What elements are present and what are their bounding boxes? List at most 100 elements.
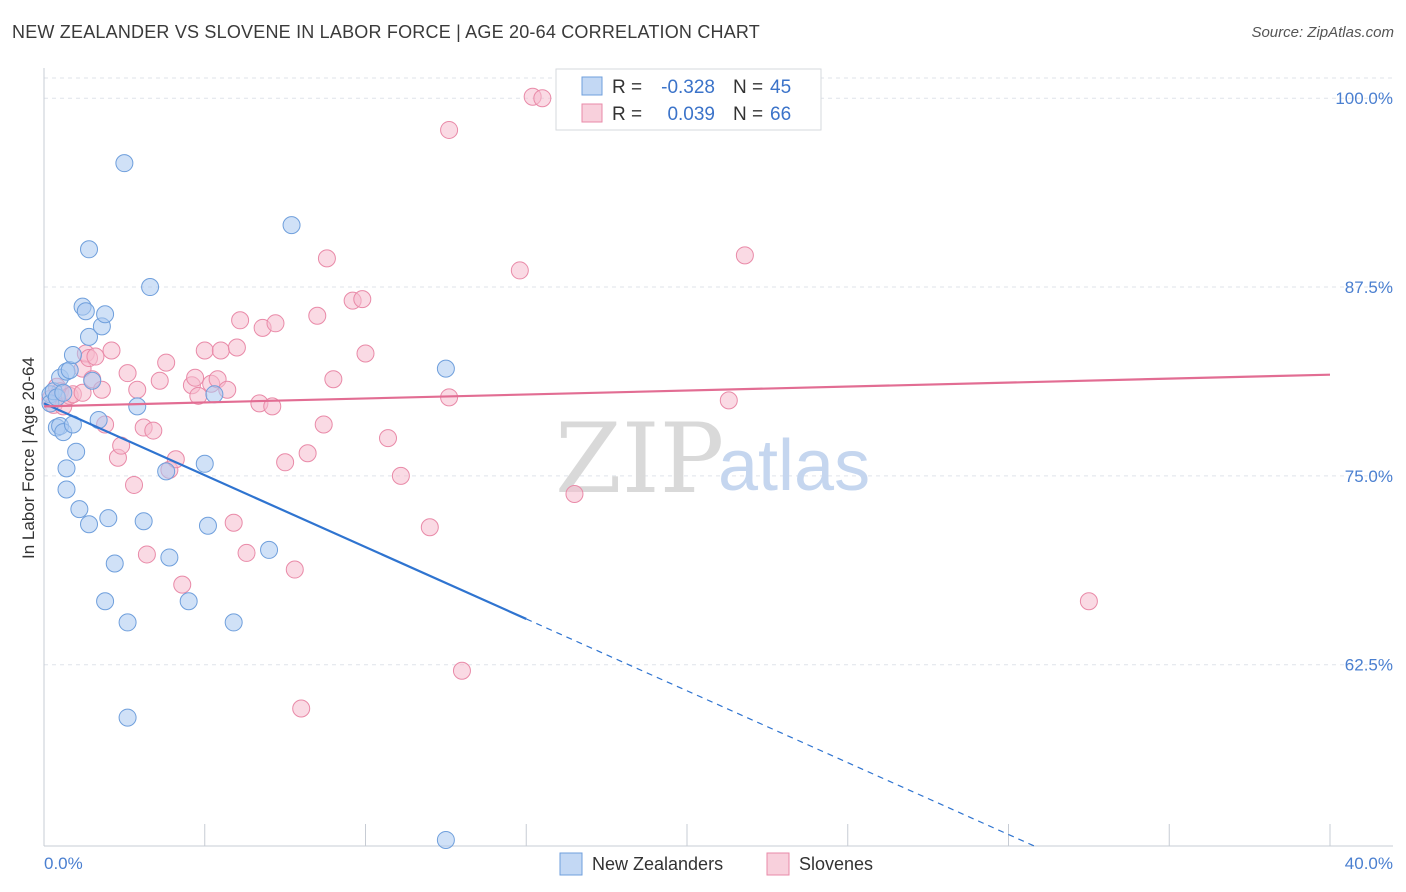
data-point xyxy=(60,361,79,380)
x-tick-label-max: 40.0% xyxy=(1345,854,1393,873)
data-point xyxy=(266,314,285,333)
y-tick-labels: 62.5% 75.0% 87.5% 100.0% xyxy=(1335,89,1393,675)
data-point xyxy=(391,466,410,485)
data-point xyxy=(420,518,439,537)
data-point xyxy=(63,346,82,365)
data-point xyxy=(205,385,224,404)
watermark-zip: ZIP xyxy=(555,403,724,515)
data-point xyxy=(160,548,179,567)
data-point xyxy=(436,830,455,849)
data-point xyxy=(96,592,115,611)
data-point xyxy=(195,341,214,360)
data-point xyxy=(186,368,205,387)
data-point xyxy=(102,341,121,360)
data-point xyxy=(96,305,115,324)
new-zealanders-trend-line xyxy=(43,402,527,620)
new-zealanders-points xyxy=(41,154,455,849)
data-point xyxy=(719,391,738,410)
data-point xyxy=(533,89,552,108)
data-point xyxy=(54,383,73,402)
x-axis-ticks xyxy=(204,824,1331,846)
data-point xyxy=(179,592,198,611)
data-point xyxy=(565,485,584,504)
legend-r-value-1: -0.328 xyxy=(661,77,715,98)
data-point xyxy=(118,613,137,632)
data-point xyxy=(231,311,250,330)
data-point xyxy=(118,708,137,727)
legend-r-value-2: 0.039 xyxy=(667,104,715,125)
data-point xyxy=(276,453,295,472)
data-point xyxy=(195,454,214,473)
data-point xyxy=(73,383,92,402)
legend-swatch-blue xyxy=(581,76,603,96)
data-point xyxy=(118,364,137,383)
legend-swatch-pink xyxy=(581,103,603,123)
new-zealanders-trend-extension xyxy=(526,618,1035,847)
chart-title: NEW ZEALANDER VS SLOVENE IN LABOR FORCE … xyxy=(12,22,760,42)
y-tick-label: 87.5% xyxy=(1345,278,1393,297)
data-point xyxy=(70,500,89,519)
data-point xyxy=(144,421,163,440)
data-point xyxy=(356,344,375,363)
source-label: Source: ZipAtlas.com xyxy=(1251,24,1394,41)
series-legend: New Zealanders Slovenes xyxy=(559,852,873,876)
data-point xyxy=(452,661,471,680)
data-point xyxy=(173,575,192,594)
data-point xyxy=(308,306,327,325)
data-point xyxy=(57,480,76,499)
data-point xyxy=(224,513,243,532)
data-point xyxy=(105,554,124,573)
data-point xyxy=(314,415,333,434)
data-point xyxy=(80,240,99,259)
legend-n-label-2: N = xyxy=(733,104,763,125)
data-point xyxy=(150,371,169,390)
data-point xyxy=(134,512,153,531)
y-tick-label: 100.0% xyxy=(1335,89,1393,108)
data-point xyxy=(436,359,455,378)
legend-r-label-1: R = xyxy=(612,77,642,98)
data-point xyxy=(80,515,99,534)
data-point xyxy=(237,543,256,562)
data-point xyxy=(224,613,243,632)
legend-r-label-2: R = xyxy=(612,104,642,125)
trend-lines xyxy=(43,373,1331,847)
data-point xyxy=(157,353,176,372)
slovenes-trend-line xyxy=(43,373,1331,408)
bottom-legend-swatch-blue xyxy=(559,852,583,876)
data-point xyxy=(137,545,156,564)
data-point xyxy=(157,462,176,481)
data-point xyxy=(128,397,147,416)
legend-n-value-1: 45 xyxy=(770,77,791,98)
data-point xyxy=(1079,592,1098,611)
data-point xyxy=(317,249,336,268)
data-point xyxy=(282,216,301,235)
data-point xyxy=(263,397,282,416)
grid-lines xyxy=(44,77,1393,666)
bottom-legend-label-new-zealanders: New Zealanders xyxy=(592,854,723,874)
watermark-atlas: atlas xyxy=(718,426,870,506)
data-point xyxy=(379,429,398,448)
y-axis-label: In Labor Force | Age 20-64 xyxy=(19,357,38,559)
data-point xyxy=(99,509,118,528)
bottom-legend-label-slovenes: Slovenes xyxy=(799,854,873,874)
data-point xyxy=(211,341,230,360)
legend-n-value-2: 66 xyxy=(770,104,791,125)
data-point xyxy=(57,459,76,478)
data-point xyxy=(125,475,144,494)
data-point xyxy=(76,302,95,321)
data-point xyxy=(735,246,754,265)
data-point xyxy=(353,290,372,309)
data-point xyxy=(292,699,311,718)
data-point xyxy=(324,370,343,389)
stats-legend: R = -0.328 N = 45 R = 0.039 N = 66 xyxy=(555,68,822,131)
y-tick-label: 62.5% xyxy=(1345,656,1393,675)
data-point xyxy=(198,516,217,535)
x-tick-label-min: 0.0% xyxy=(44,854,83,873)
data-point xyxy=(83,371,102,390)
data-point xyxy=(141,278,160,297)
y-tick-label: 75.0% xyxy=(1345,467,1393,486)
bottom-legend-swatch-pink xyxy=(766,852,790,876)
data-point xyxy=(260,540,279,559)
data-point xyxy=(67,442,86,461)
